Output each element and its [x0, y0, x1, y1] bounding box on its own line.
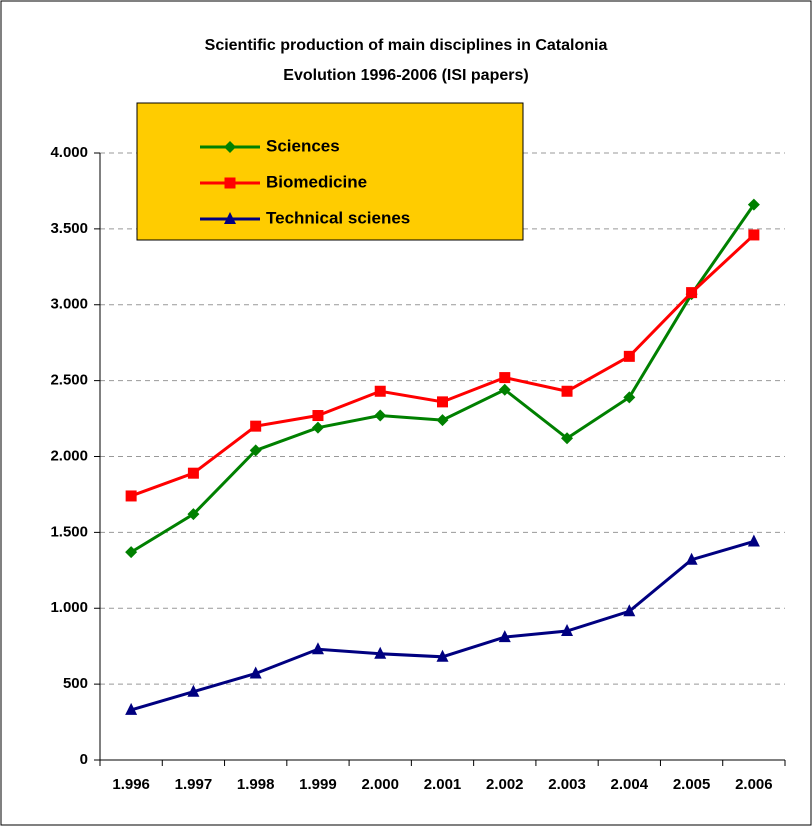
data-point	[125, 546, 138, 559]
x-tick-label: 2.001	[424, 776, 462, 793]
legend-marker	[224, 212, 236, 224]
legend-marker	[224, 177, 236, 189]
data-point	[374, 646, 387, 659]
data-point	[561, 624, 574, 637]
data-point	[311, 642, 324, 655]
data-point	[437, 396, 448, 408]
data-point	[561, 432, 574, 445]
x-tick-label: 1.998	[237, 776, 275, 793]
data-point	[623, 350, 635, 362]
legend-marker	[224, 141, 236, 153]
data-point	[623, 604, 636, 617]
x-tick-label: 2.002	[486, 776, 524, 793]
data-point	[374, 385, 386, 397]
data-point	[685, 552, 698, 565]
data-point	[747, 198, 760, 211]
data-point	[312, 410, 324, 422]
x-tick-label: 2.000	[361, 776, 399, 793]
data-point	[498, 383, 511, 396]
y-tick-label: 1.500	[50, 523, 88, 540]
chart-subtitle: Evolution 1996-2006 (ISI papers)	[283, 67, 528, 84]
data-point	[249, 444, 262, 457]
data-point	[311, 421, 324, 434]
data-point	[187, 508, 200, 521]
data-point	[498, 630, 511, 643]
legend-label: Sciences	[266, 136, 340, 155]
x-tick-label: 2.005	[673, 776, 711, 793]
data-point	[623, 391, 636, 404]
y-tick-label: 2.500	[50, 372, 88, 389]
data-point	[187, 467, 199, 479]
data-point	[499, 372, 511, 384]
data-point	[187, 684, 200, 697]
legend-label: Technical scienes	[266, 208, 410, 227]
data-point	[374, 409, 387, 422]
data-point	[748, 229, 760, 241]
legend-label: Biomedicine	[266, 172, 367, 191]
data-point	[747, 534, 760, 547]
y-tick-label: 0	[80, 751, 88, 768]
x-tick-label: 2.004	[611, 776, 649, 793]
x-tick-label: 2.003	[548, 776, 586, 793]
y-tick-label: 4.000	[50, 144, 88, 161]
y-tick-label: 3.500	[50, 220, 88, 237]
data-point	[249, 666, 262, 679]
data-point	[686, 287, 698, 299]
x-tick-label: 2.006	[735, 776, 773, 793]
y-tick-label: 2.000	[50, 447, 88, 464]
data-point	[125, 490, 137, 502]
y-tick-label: 1.000	[50, 599, 88, 616]
x-tick-label: 1.996	[112, 776, 150, 793]
chart-title: Scientific production of main discipline…	[205, 37, 608, 54]
x-tick-label: 1.999	[299, 776, 337, 793]
data-point	[561, 385, 573, 397]
data-point	[436, 649, 449, 662]
y-tick-label: 500	[63, 675, 88, 692]
data-point	[436, 414, 449, 427]
legend-box	[136, 102, 524, 241]
y-tick-label: 3.000	[50, 296, 88, 313]
data-point	[125, 702, 138, 715]
x-tick-label: 1.997	[175, 776, 213, 793]
data-point	[250, 420, 262, 432]
